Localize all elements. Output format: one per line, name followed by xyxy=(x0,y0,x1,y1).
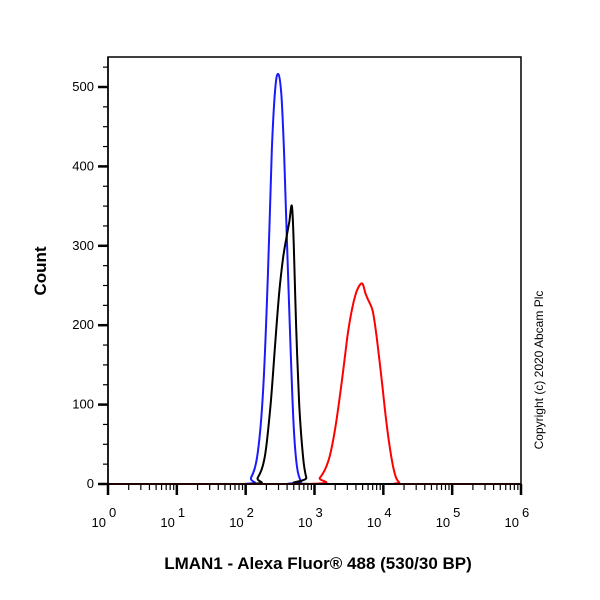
svg-text:10: 10 xyxy=(505,515,519,530)
svg-text:1: 1 xyxy=(178,505,185,520)
svg-text:4: 4 xyxy=(384,505,391,520)
black-histogram-line xyxy=(107,204,521,486)
svg-text:6: 6 xyxy=(522,505,529,520)
x-tick-label: 104 xyxy=(367,505,392,530)
svg-text:10: 10 xyxy=(229,515,243,530)
x-tick-label: 105 xyxy=(436,505,461,530)
y-tick-label: 100 xyxy=(72,397,94,412)
y-tick-label: 300 xyxy=(72,238,94,253)
x-tick-label: 10 1 xyxy=(160,505,185,530)
y-tick-label: 400 xyxy=(72,158,94,173)
svg-text:2: 2 xyxy=(247,505,254,520)
svg-text:3: 3 xyxy=(316,505,323,520)
plot-frame xyxy=(107,56,522,485)
svg-text:10: 10 xyxy=(367,515,381,530)
svg-text:10: 10 xyxy=(436,515,450,530)
x-axis-title: LMAN1 - Alexa Fluor® 488 (530/30 BP) xyxy=(164,554,472,573)
y-axis: 0 100 200 300 400 500 xyxy=(72,57,109,492)
svg-text:10: 10 xyxy=(298,515,312,530)
x-tick-label: 106 xyxy=(505,505,530,530)
x-tick-label: 100 xyxy=(92,505,117,530)
svg-text:0: 0 xyxy=(109,505,116,520)
red-histogram-line xyxy=(107,282,521,486)
blue-histogram-line xyxy=(107,72,521,486)
x-tick-label: 10 3 xyxy=(298,505,323,530)
y-tick-label: 0 xyxy=(87,476,94,491)
plot-area xyxy=(107,72,521,486)
svg-text:10: 10 xyxy=(92,515,106,530)
copyright-annotation: Copyright (c) 2020 Abcam Plc xyxy=(532,291,546,450)
svg-text:10: 10 xyxy=(160,515,174,530)
x-tick-label: 10 2 xyxy=(229,505,254,530)
y-axis-title: Count xyxy=(31,246,50,295)
y-tick-label: 500 xyxy=(72,79,94,94)
svg-text:5: 5 xyxy=(453,505,460,520)
y-tick-label: 200 xyxy=(72,317,94,332)
